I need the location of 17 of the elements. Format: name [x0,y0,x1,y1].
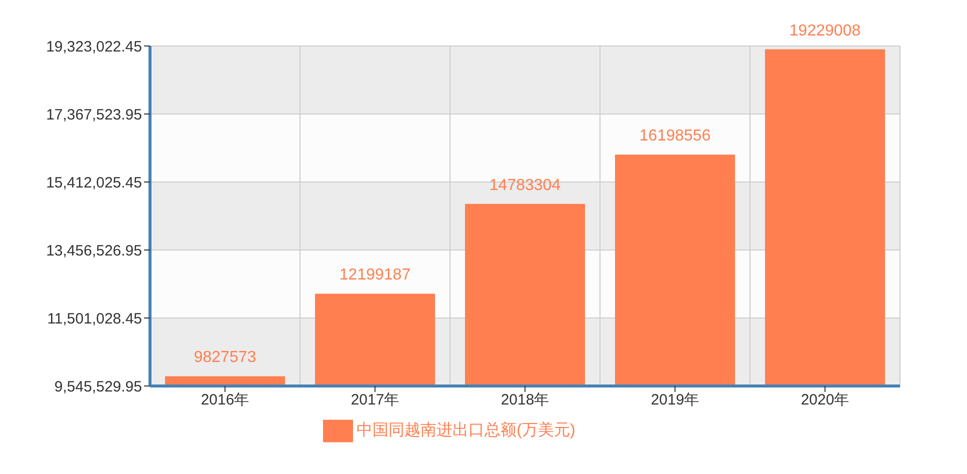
x-tick-label: 2020年 [800,392,850,409]
x-tick-label: 2017年 [350,392,400,409]
x-tick-label: 2016年 [200,392,250,409]
y-tick-label: 17,367,523.95 [46,106,142,124]
data-label: 9827573 [194,349,256,366]
y-tick-label: 11,501,028.45 [47,310,142,328]
y-tick-label: 15,412,025.45 [46,174,142,192]
data-label: 12199187 [339,266,411,284]
x-tick-label: 2018年 [500,392,550,409]
data-label: 16198556 [639,128,711,145]
y-tick-label: 19,323,022.45 [46,38,142,56]
data-label: 19229008 [789,22,861,40]
y-tick-label: 9,545,529.95 [54,378,142,396]
x-tick-label: 2019年 [650,392,700,409]
data-label: 14783304 [489,176,561,194]
legend-label: 中国同越南进出口总额(万美元) [356,422,576,440]
y-tick-label: 13,456,526.95 [46,242,142,260]
